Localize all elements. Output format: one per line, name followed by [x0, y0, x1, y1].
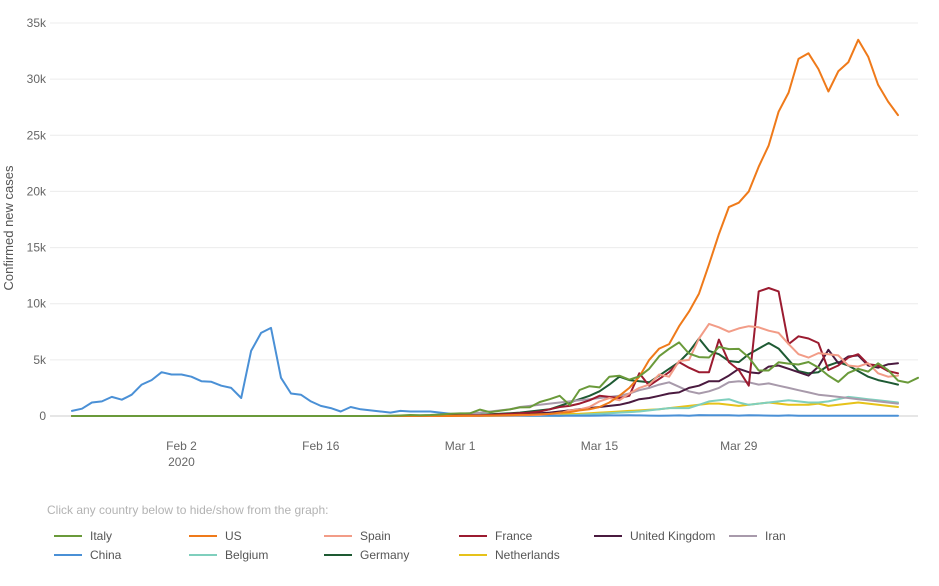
- legend-swatch: [54, 535, 82, 537]
- series-line-france: [71, 287, 899, 417]
- legend-label: United Kingdom: [630, 529, 716, 543]
- legend-label: US: [225, 529, 242, 543]
- legend-swatch: [189, 535, 217, 537]
- legend-swatch: [459, 554, 487, 556]
- legend-label: Italy: [90, 529, 113, 543]
- legend-item-france[interactable]: France: [459, 527, 532, 545]
- legend-swatch: [594, 535, 622, 537]
- y-tick-label: 0: [39, 409, 46, 423]
- legend-label: Netherlands: [495, 548, 560, 562]
- legend-swatch: [324, 554, 352, 556]
- legend-item-italy[interactable]: Italy: [54, 527, 112, 545]
- legend-item-spain[interactable]: Spain: [324, 527, 391, 545]
- legend-label: France: [495, 529, 533, 543]
- series-line-belgium: [71, 395, 899, 417]
- x-tick-label: Feb 2: [166, 439, 197, 453]
- x-tick-year-label: 2020: [168, 455, 195, 469]
- legend-swatch: [729, 535, 757, 537]
- x-tick-label: Mar 15: [581, 439, 619, 453]
- y-tick-label: 20k: [27, 184, 47, 198]
- y-tick-label: 5k: [33, 353, 47, 367]
- x-tick-label: Mar 29: [720, 439, 758, 453]
- legend-swatch: [54, 554, 82, 556]
- y-tick-label: 15k: [27, 241, 47, 255]
- legend-swatch: [189, 554, 217, 556]
- y-tick-label: 30k: [27, 72, 47, 86]
- legend-swatch: [324, 535, 352, 537]
- x-tick-label: Feb 16: [302, 439, 340, 453]
- x-axis: Feb 2 2020 Feb 16 Mar 1 Mar 15 Mar 29: [166, 439, 758, 469]
- legend-hint: Click any country below to hide/show fro…: [47, 503, 329, 517]
- x-tick-label: Mar 1: [445, 439, 476, 453]
- legend-swatch: [459, 535, 487, 537]
- series-line-italy: [71, 341, 919, 417]
- legend-label: Germany: [360, 548, 410, 562]
- legend-item-iran[interactable]: Iran: [729, 527, 786, 545]
- legend-label: Belgium: [225, 548, 269, 562]
- y-tick-label: 35k: [27, 16, 47, 30]
- line-chart: 0 5k 10k 15k 20k 25k 30k 35k Confirmed new case…: [1, 16, 919, 469]
- y-tick-label: 10k: [27, 297, 47, 311]
- legend-item-china[interactable]: China: [54, 546, 121, 564]
- grid-lines: [50, 22, 918, 361]
- series-line-germany: [71, 337, 899, 417]
- legend-item-germany[interactable]: Germany: [324, 546, 409, 564]
- legend-label: China: [90, 548, 122, 562]
- series-lines: [71, 38, 919, 417]
- legend-label: Spain: [360, 529, 391, 543]
- legend-item-netherlands[interactable]: Netherlands: [459, 546, 560, 564]
- legend-item-united-kingdom[interactable]: United Kingdom: [594, 527, 715, 545]
- legend-label: Iran: [765, 529, 786, 543]
- y-axis: 0 5k 10k 15k 20k 25k 30k 35k: [27, 16, 47, 423]
- legend-item-us[interactable]: US: [189, 527, 242, 545]
- legend-item-belgium[interactable]: Belgium: [189, 546, 268, 564]
- y-axis-label: Confirmed new cases: [1, 165, 16, 290]
- y-tick-label: 25k: [27, 128, 47, 142]
